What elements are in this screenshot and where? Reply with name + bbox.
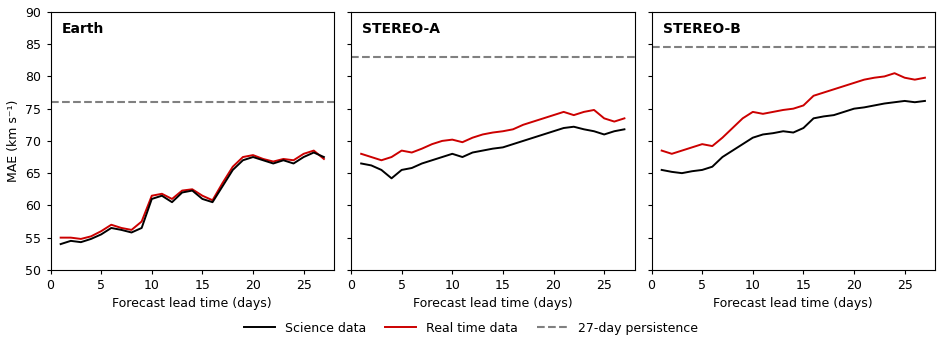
Text: STEREO-A: STEREO-A <box>363 22 440 36</box>
Text: STEREO-B: STEREO-B <box>663 22 740 36</box>
Y-axis label: MAE (km s⁻¹): MAE (km s⁻¹) <box>7 100 20 182</box>
Text: Earth: Earth <box>62 22 105 36</box>
Legend: Science data, Real time data, 27-day persistence: Science data, Real time data, 27-day per… <box>239 317 703 340</box>
X-axis label: Forecast lead time (days): Forecast lead time (days) <box>112 298 272 310</box>
X-axis label: Forecast lead time (days): Forecast lead time (days) <box>713 298 873 310</box>
X-axis label: Forecast lead time (days): Forecast lead time (days) <box>413 298 573 310</box>
